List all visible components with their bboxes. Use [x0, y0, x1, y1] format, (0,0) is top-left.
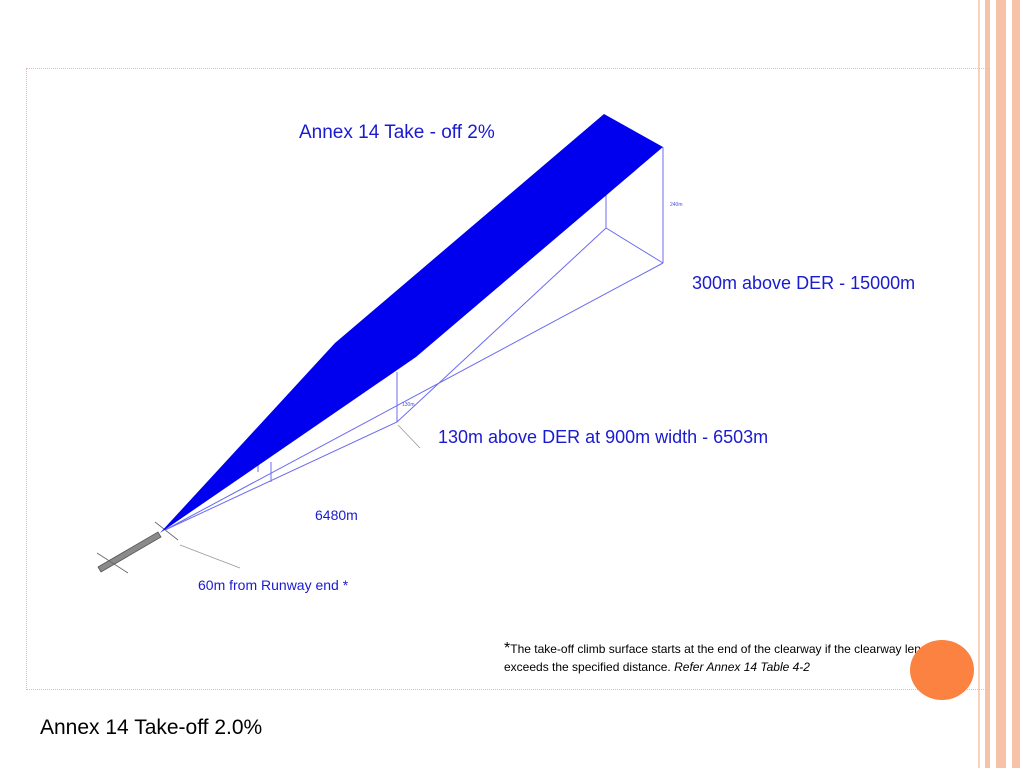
label-6480m: 6480m [315, 507, 358, 523]
construction-line [164, 262, 664, 531]
runway-strip [97, 531, 162, 573]
label-130m-above-der: 130m above DER at 900m width - 6503m [438, 427, 769, 447]
dimension-line [179, 544, 241, 569]
label-60m-from-runway-end: 60m from Runway end * [198, 577, 349, 593]
decorative-stripe [985, 0, 990, 768]
decorative-dot [910, 640, 974, 700]
small-label-130m: 130m [402, 402, 415, 408]
construction-line [164, 227, 664, 531]
footnote: *The take-off climb surface starts at th… [504, 640, 979, 676]
decorative-stripe [1012, 0, 1020, 768]
footnote-text: The take-off climb surface starts at the… [504, 642, 938, 674]
dimension-tick [154, 521, 179, 541]
diagram-title: Annex 14 Take - off 2% [299, 122, 495, 143]
dimension-line [397, 424, 421, 449]
slide-title: Annex 14 Take-off 2.0% [40, 716, 263, 739]
label-300m-above-der: 300m above DER - 15000m [692, 273, 916, 293]
footnote-star: * [504, 640, 511, 657]
content-frame [26, 68, 990, 690]
dimension-tick [96, 552, 129, 574]
small-label-240m: 240m [670, 202, 683, 208]
decorative-stripe [978, 0, 980, 768]
decorative-stripe [996, 0, 1006, 768]
climb-surface [160, 114, 663, 533]
footnote-reference: Refer Annex 14 Table 4-2 [674, 660, 810, 674]
